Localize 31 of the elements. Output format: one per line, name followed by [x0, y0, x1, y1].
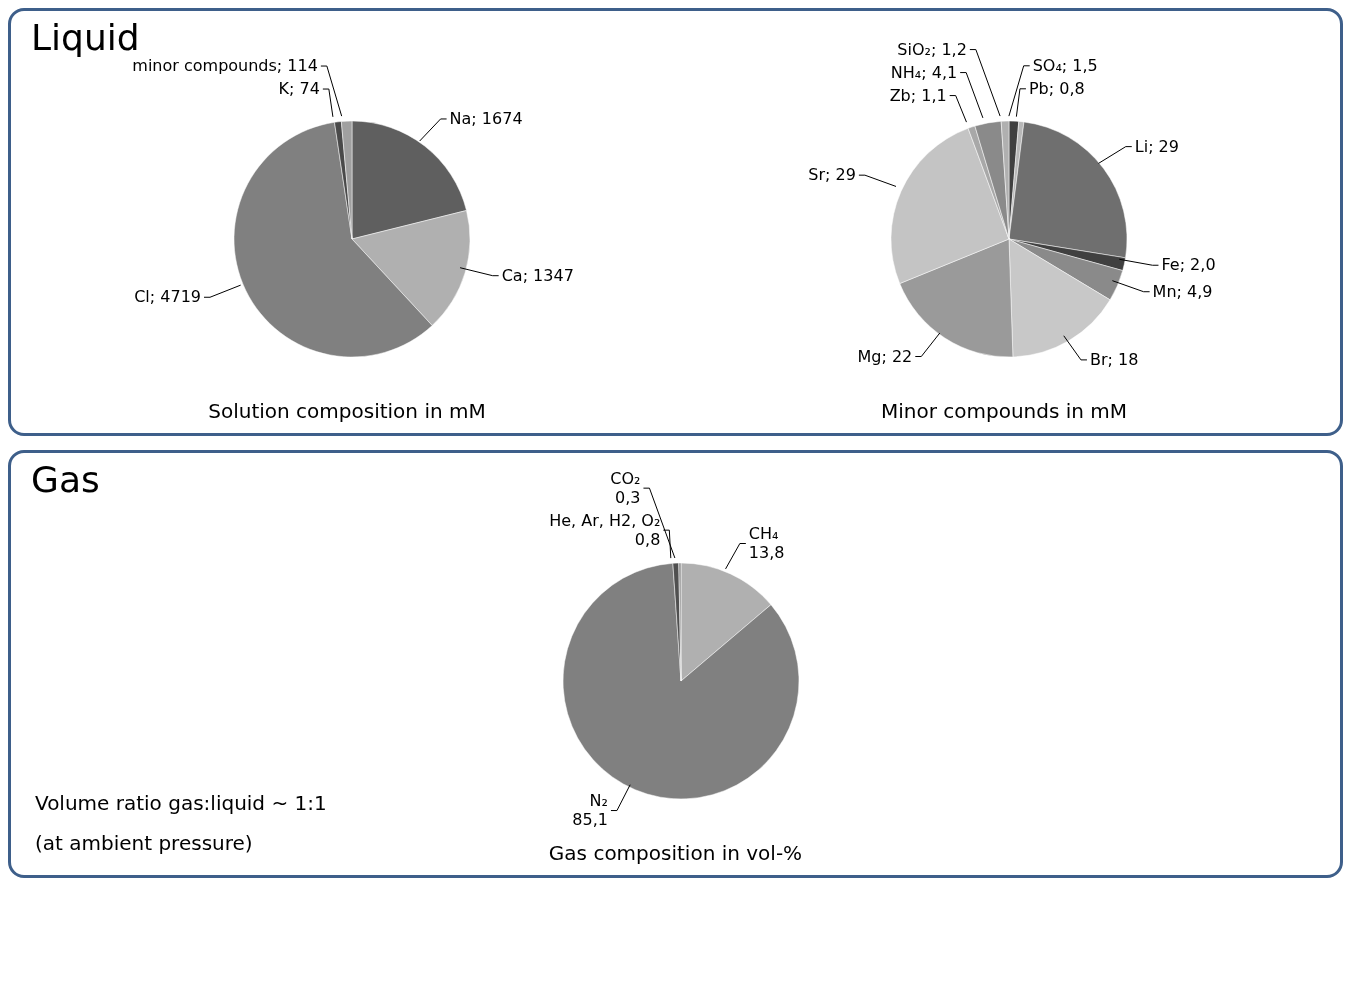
text: (at ambient pressure) — [35, 830, 254, 857]
text: Gas composition in vol-% — [547, 841, 804, 865]
slice-label: Pb; 0,8 — [1028, 78, 1085, 98]
data-label: 85,1 — [571, 809, 608, 829]
slice-label: Sr; 29 — [808, 164, 856, 184]
slice-label: He, Ar, H2, O₂ — [548, 510, 660, 530]
slice-label: SO₄; 1,5 — [1032, 55, 1098, 75]
slice-label: Ca; 1347 — [501, 265, 574, 285]
slice-label: Li; 29 — [1134, 136, 1179, 156]
slice-label: Mn; 4,9 — [1152, 281, 1213, 301]
slice-label: CO₂ — [609, 468, 640, 488]
slice-label: SiO₂; 1,2 — [897, 39, 967, 59]
text: Volume ratio gas:liquid ~ 1:1 — [35, 790, 327, 817]
slice-label: minor compounds; 114 — [132, 55, 318, 75]
slice-label: Cl; 4719 — [134, 286, 202, 306]
slice-label: Na; 1674 — [449, 108, 523, 128]
slice-label: Zb; 1,1 — [889, 85, 947, 105]
slice-label: K; 74 — [278, 78, 320, 98]
text: Gas — [31, 459, 100, 500]
data-label: 13,8 — [748, 542, 784, 562]
data-label: 0,8 — [634, 529, 660, 549]
slice-label: CH₄ — [748, 523, 778, 543]
slice-label: Mg; 22 — [857, 346, 913, 365]
slice-label: Br; 18 — [1089, 349, 1139, 369]
data-label: 0,3 — [614, 487, 640, 507]
slice-label: N₂ — [589, 790, 608, 810]
text: Minor compounds in mM — [879, 399, 1129, 423]
chart-title: Liquid — [31, 17, 140, 58]
text: Solution composition in mM — [207, 399, 487, 423]
slice-label: Fe; 2,0 — [1161, 254, 1216, 274]
slice-label: NH₄; 4,1 — [890, 62, 958, 82]
